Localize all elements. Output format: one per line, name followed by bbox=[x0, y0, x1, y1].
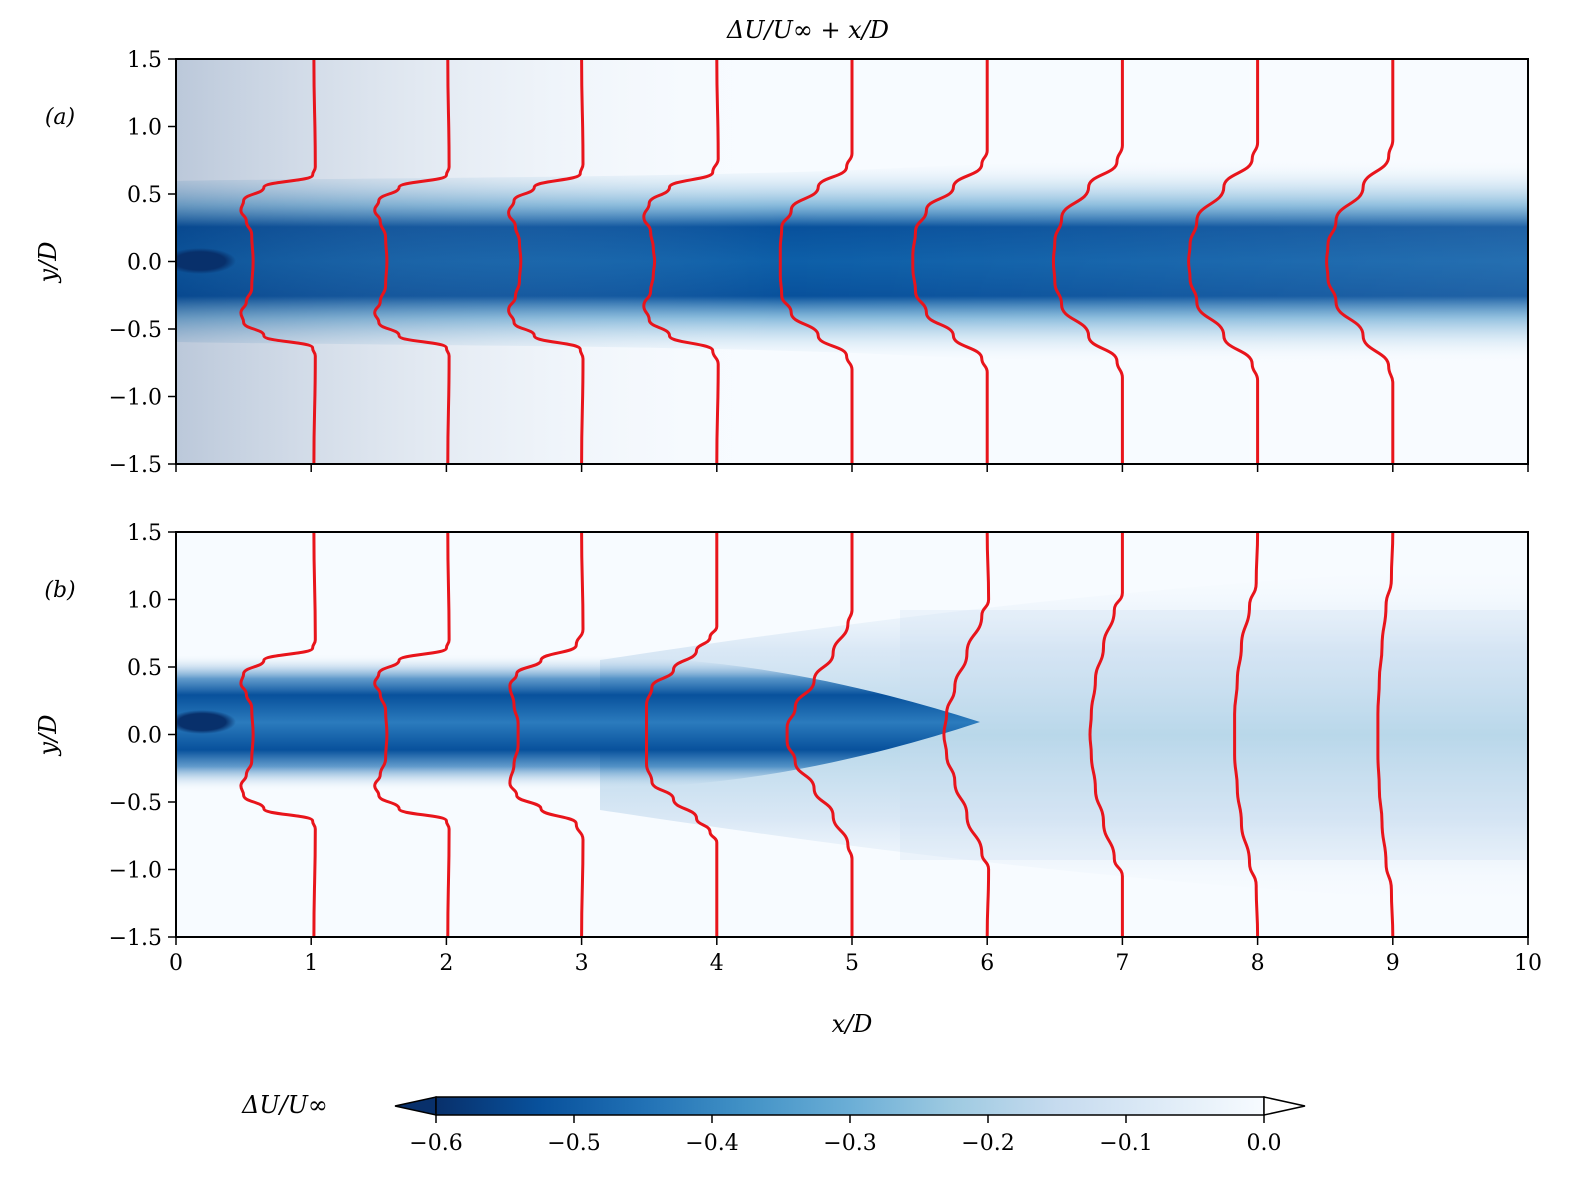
panel-b-ytick-label: 0.0 bbox=[127, 724, 162, 749]
x-axis-label: x/D bbox=[832, 1010, 873, 1038]
colorbar-extend-low bbox=[394, 1096, 437, 1116]
colorbar-tick-label: 0.0 bbox=[1247, 1131, 1282, 1156]
colorbar-extend-high bbox=[1263, 1096, 1306, 1116]
panel-a-label: (a) bbox=[45, 105, 75, 130]
panel-a-ytick-label: −0.5 bbox=[109, 318, 162, 343]
panel-a-ytick-label: 0.0 bbox=[127, 251, 162, 276]
panel-b-profile-x4 bbox=[645, 532, 719, 937]
colorbar-tick-label: −0.3 bbox=[823, 1131, 876, 1156]
panel-a-ytick-label: −1.0 bbox=[109, 386, 162, 411]
panel-a-profile-x5 bbox=[778, 59, 854, 464]
panel-a: 1.5 1.0 0.5 0.0 −0.5 −1.0 −1.5 (a) y/D bbox=[34, 48, 1529, 478]
panel-a-profile-x7 bbox=[1051, 59, 1124, 464]
colorbar-tick-label: −0.1 bbox=[1099, 1131, 1152, 1156]
panel-b-ytick-label: 0.5 bbox=[127, 656, 162, 681]
panel-b-ytick-label: −0.5 bbox=[109, 791, 162, 816]
panel-b-xtick-label: 6 bbox=[980, 951, 994, 976]
panel-b-xtick-label: 1 bbox=[304, 951, 318, 976]
panel-b-xtick-label: 4 bbox=[710, 951, 724, 976]
panel-b-ylabel: y/D bbox=[34, 715, 62, 757]
panel-a-ytick-label: 1.5 bbox=[127, 48, 162, 73]
panel-b-ytick-label: −1.5 bbox=[109, 926, 162, 951]
panel-a-profile-x4 bbox=[642, 59, 720, 464]
panel-a-profile-x8 bbox=[1187, 59, 1260, 464]
panel-b-ytick-label: −1.0 bbox=[109, 859, 162, 884]
panel-b-ytick-label: 1.5 bbox=[127, 521, 162, 546]
panel-b-xtick-label: 0 bbox=[169, 951, 183, 976]
panel-b-xtick-label: 7 bbox=[1115, 951, 1129, 976]
panel-a-profile-x3 bbox=[507, 59, 585, 464]
figure-title: ΔU/U∞ + x/D bbox=[726, 16, 889, 44]
panel-b-profile-x3 bbox=[508, 532, 585, 937]
colorbar-tick-label: −0.6 bbox=[409, 1131, 462, 1156]
panel-b-profile-x8 bbox=[1233, 532, 1260, 937]
panel-b-xtick-label: 3 bbox=[575, 951, 589, 976]
panel-a-ytick-label: 0.5 bbox=[127, 183, 162, 208]
panel-b-ytick-label: 1.0 bbox=[127, 589, 162, 614]
colorbar-label: ΔU/U∞ bbox=[241, 1091, 328, 1119]
panel-b-xtick-label: 9 bbox=[1386, 951, 1400, 976]
panel-b-xtick-label: 5 bbox=[845, 951, 859, 976]
panel-a-core bbox=[176, 248, 236, 274]
panel-a-axes: 1.5 1.0 0.5 0.0 −0.5 −1.0 −1.5 bbox=[109, 48, 1529, 478]
panel-b-far-wake-tint bbox=[900, 610, 1528, 860]
colorbar: ΔU/U∞ −0.6 −0.5 −0.4 −0.3 −0.2 −0.1 0.0 bbox=[241, 1091, 1306, 1156]
panel-b-profile-x9 bbox=[1376, 532, 1395, 937]
panel-a-heatmap bbox=[176, 59, 1528, 464]
panel-a-ytick-label: 1.0 bbox=[127, 116, 162, 141]
colorbar-bar bbox=[435, 1096, 1265, 1116]
panel-a-ytick-label: −1.5 bbox=[109, 453, 162, 478]
panel-b-xtick-label: 8 bbox=[1251, 951, 1265, 976]
colorbar-tick-label: −0.4 bbox=[685, 1131, 738, 1156]
panel-b-core bbox=[176, 710, 236, 734]
colorbar-tick-label: −0.5 bbox=[547, 1131, 600, 1156]
colorbar-ticks: −0.6 −0.5 −0.4 −0.3 −0.2 −0.1 0.0 bbox=[409, 1115, 1282, 1156]
panel-b-profile-x6 bbox=[942, 532, 991, 937]
panel-b-profile-x7 bbox=[1088, 532, 1124, 937]
panel-b-xtick-label: 2 bbox=[439, 951, 453, 976]
panel-b-profiles bbox=[239, 532, 1395, 937]
colorbar-tick-label: −0.2 bbox=[961, 1131, 1014, 1156]
panel-a-profile-x1 bbox=[239, 59, 317, 464]
panel-b-xtick-label: 10 bbox=[1514, 951, 1542, 976]
panel-a-profile-x6 bbox=[911, 59, 989, 464]
panel-b-label: (b) bbox=[44, 578, 75, 603]
panel-b-profile-x1 bbox=[239, 532, 317, 937]
panel-a-ylabel: y/D bbox=[34, 242, 62, 284]
panel-b-profile-x5 bbox=[785, 532, 854, 937]
panel-b-profile-x2 bbox=[373, 532, 451, 937]
panel-a-profile-x2 bbox=[373, 59, 451, 464]
panel-a-profile-x9 bbox=[1325, 59, 1395, 464]
panel-b-axes: 0 1 2 3 4 5 6 7 8 9 10 1.5 1.0 0.5 0.0 −0.5 −1.0 −1.5 bbox=[109, 521, 1542, 976]
panel-b: 0 1 2 3 4 5 6 7 8 9 10 1.5 1.0 0.5 0.0 −0.5 −1.0 −1.5 (b)… bbox=[34, 521, 1542, 976]
panel-a-profiles bbox=[239, 59, 1395, 464]
